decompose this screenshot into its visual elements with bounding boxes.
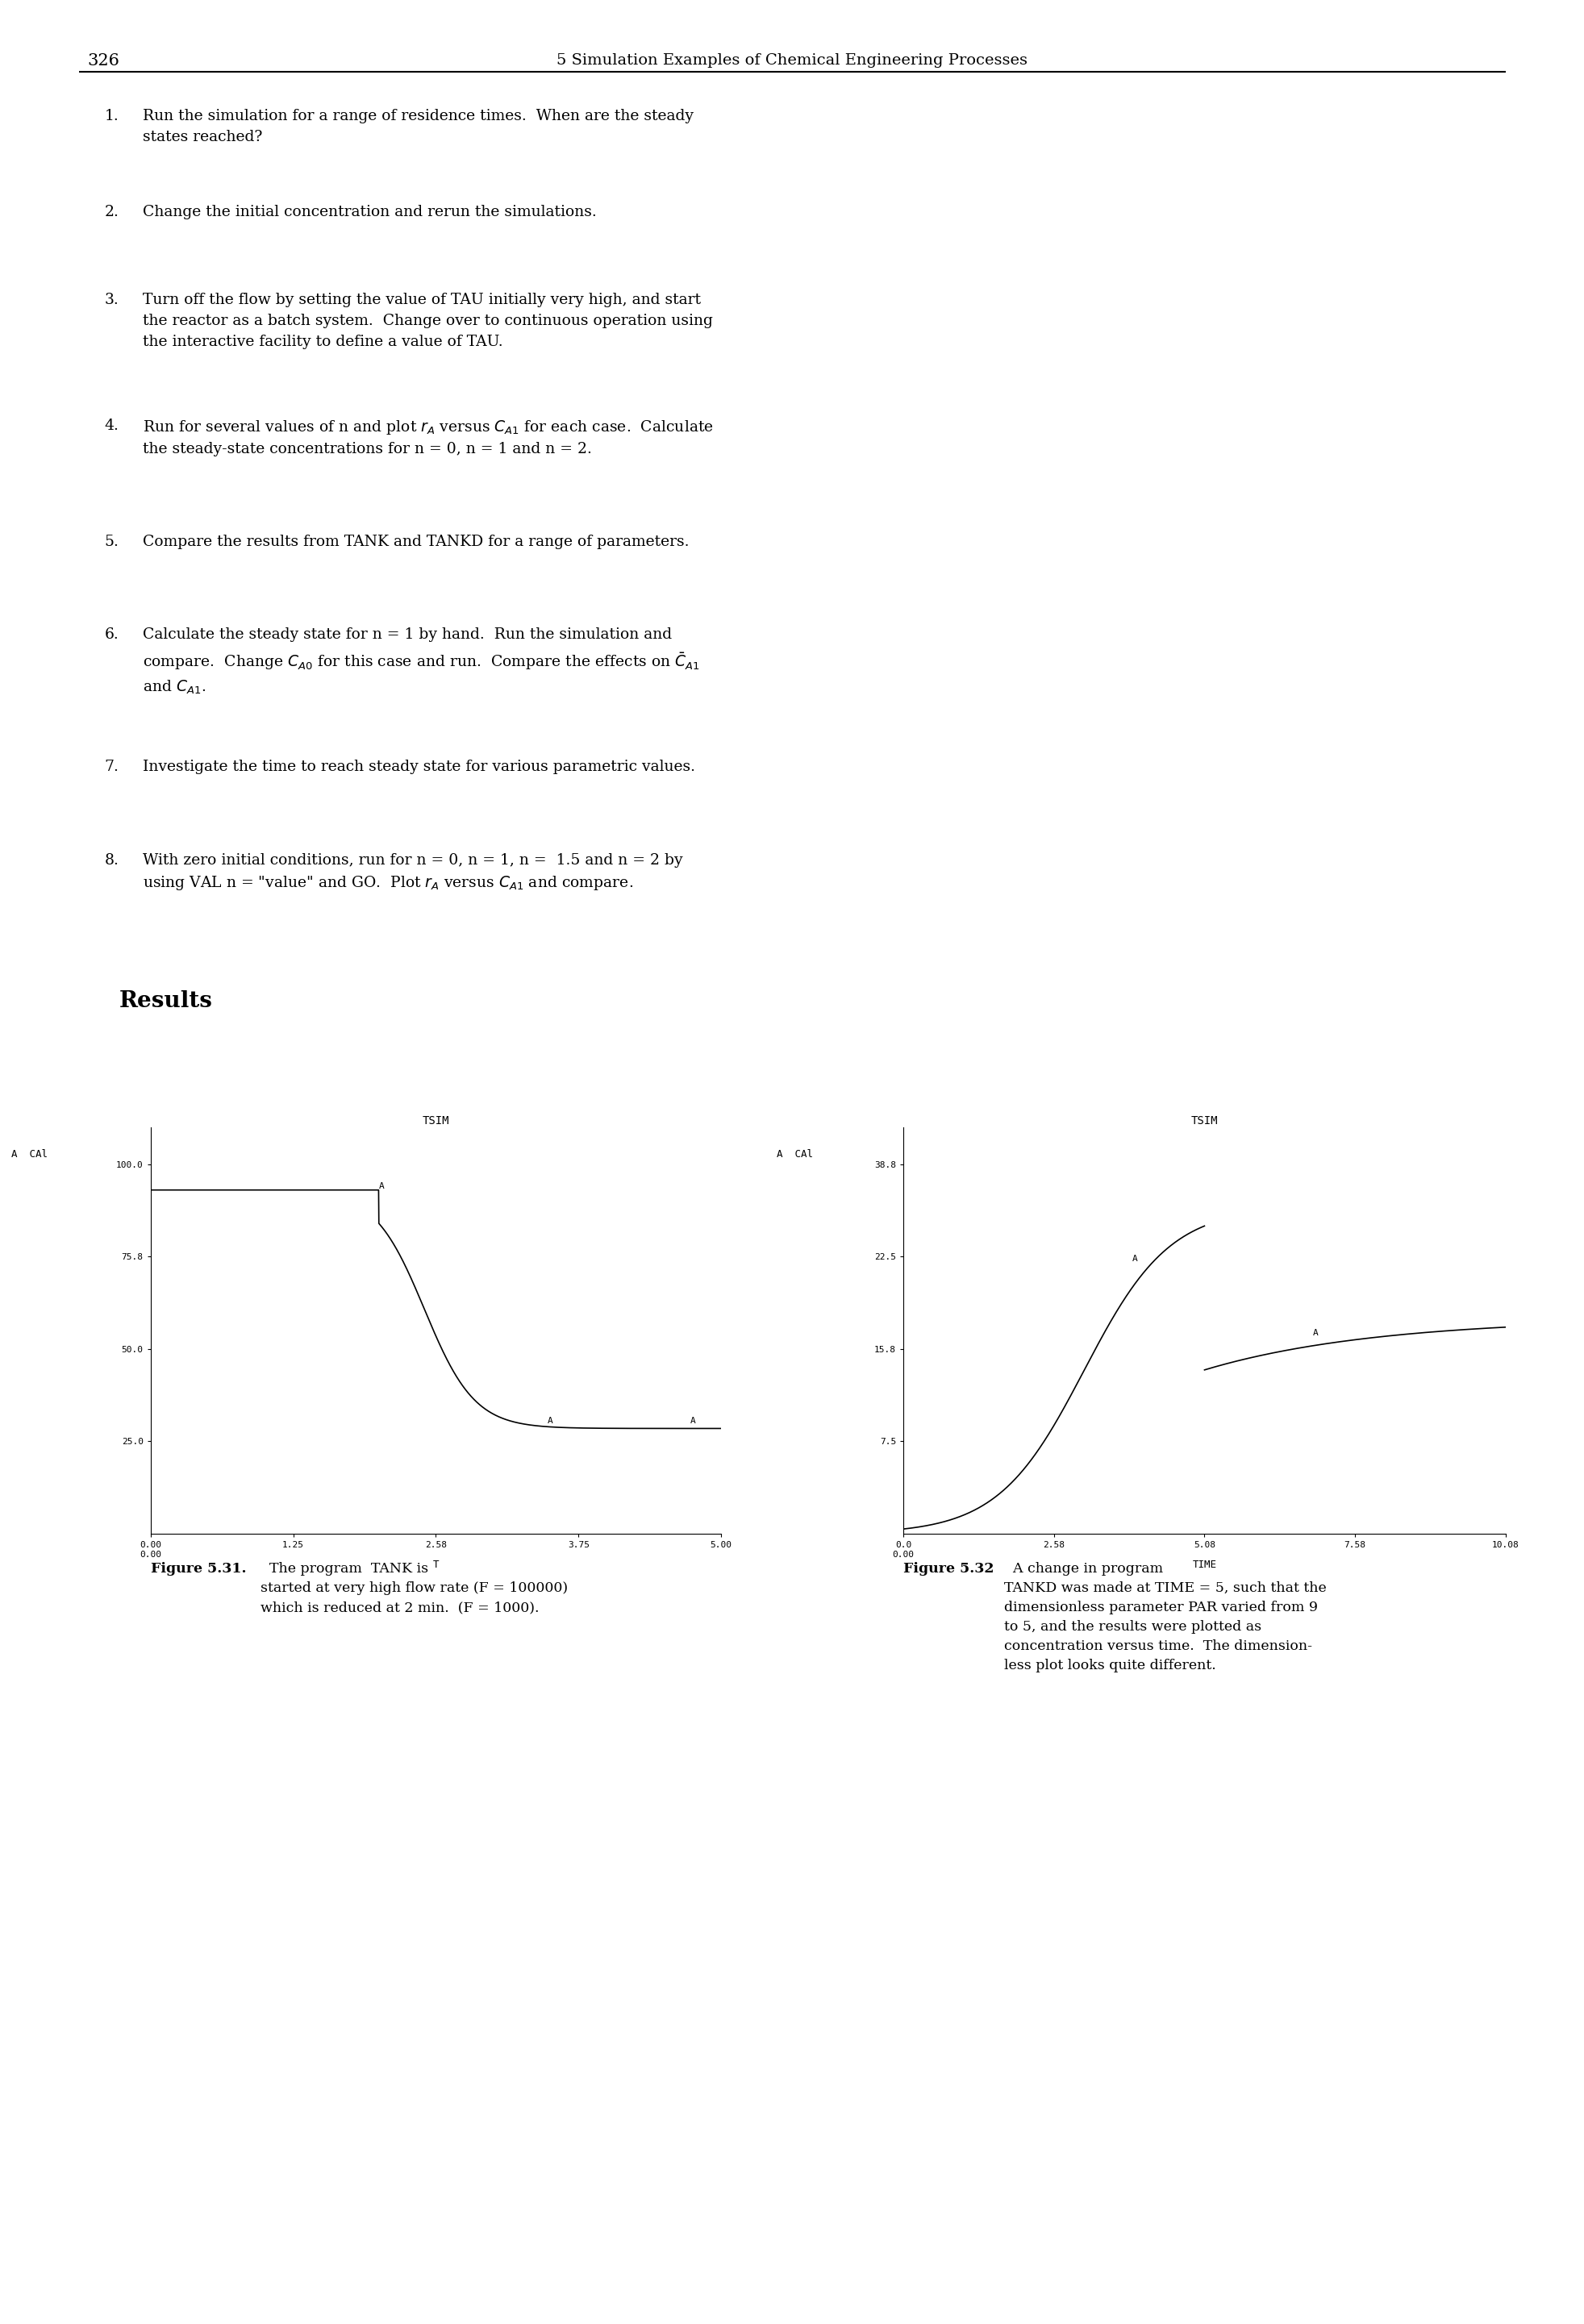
Text: Results: Results	[119, 990, 212, 1011]
Y-axis label: A  CAl: A CAl	[11, 1148, 48, 1160]
Text: 4.: 4.	[105, 418, 119, 432]
Text: A: A	[379, 1183, 383, 1190]
Text: Figure 5.32: Figure 5.32	[903, 1562, 993, 1576]
X-axis label: TIME: TIME	[1191, 1559, 1217, 1571]
Text: A: A	[546, 1418, 553, 1425]
Text: 3.: 3.	[105, 293, 119, 307]
Text: 5.: 5.	[105, 535, 119, 548]
Text: The program  TANK is
started at very high flow rate (F = 100000)
which is reduce: The program TANK is started at very high…	[261, 1562, 569, 1615]
Text: A: A	[689, 1418, 695, 1425]
Text: 2.: 2.	[105, 205, 119, 218]
Text: Run the simulation for a range of residence times.  When are the steady
states r: Run the simulation for a range of reside…	[143, 109, 694, 144]
Text: With zero initial conditions, run for n = 0, n = 1, n =  1.5 and n = 2 by
using : With zero initial conditions, run for n …	[143, 853, 683, 892]
Text: 7.: 7.	[105, 760, 119, 774]
Text: Compare the results from TANK and TANKD for a range of parameters.: Compare the results from TANK and TANKD …	[143, 535, 689, 548]
Text: Turn off the flow by setting the value of TAU initially very high, and start
the: Turn off the flow by setting the value o…	[143, 293, 713, 349]
Text: Run for several values of n and plot $r_A$ versus $C_{A1}$ for each case.  Calcu: Run for several values of n and plot $r_…	[143, 418, 713, 458]
Text: Change the initial concentration and rerun the simulations.: Change the initial concentration and rer…	[143, 205, 596, 218]
Text: 1.: 1.	[105, 109, 119, 123]
Text: Calculate the steady state for n = 1 by hand.  Run the simulation and
compare.  : Calculate the steady state for n = 1 by …	[143, 627, 700, 695]
Text: Investigate the time to reach steady state for various parametric values.: Investigate the time to reach steady sta…	[143, 760, 695, 774]
Text: A change in program
TANKD was made at TIME = 5, such that the
dimensionless para: A change in program TANKD was made at TI…	[1004, 1562, 1326, 1673]
Text: Figure 5.31.: Figure 5.31.	[150, 1562, 246, 1576]
Text: A: A	[1312, 1329, 1318, 1336]
Text: 6.: 6.	[105, 627, 119, 641]
Text: 8.: 8.	[105, 853, 119, 867]
Title: TSIM: TSIM	[421, 1116, 450, 1127]
Text: A: A	[1131, 1255, 1137, 1262]
X-axis label: T: T	[432, 1559, 439, 1571]
Text: 5 Simulation Examples of Chemical Engineering Processes: 5 Simulation Examples of Chemical Engine…	[556, 53, 1028, 67]
Y-axis label: A  CAl: A CAl	[776, 1148, 813, 1160]
Title: TSIM: TSIM	[1190, 1116, 1218, 1127]
Text: 326: 326	[87, 53, 119, 70]
